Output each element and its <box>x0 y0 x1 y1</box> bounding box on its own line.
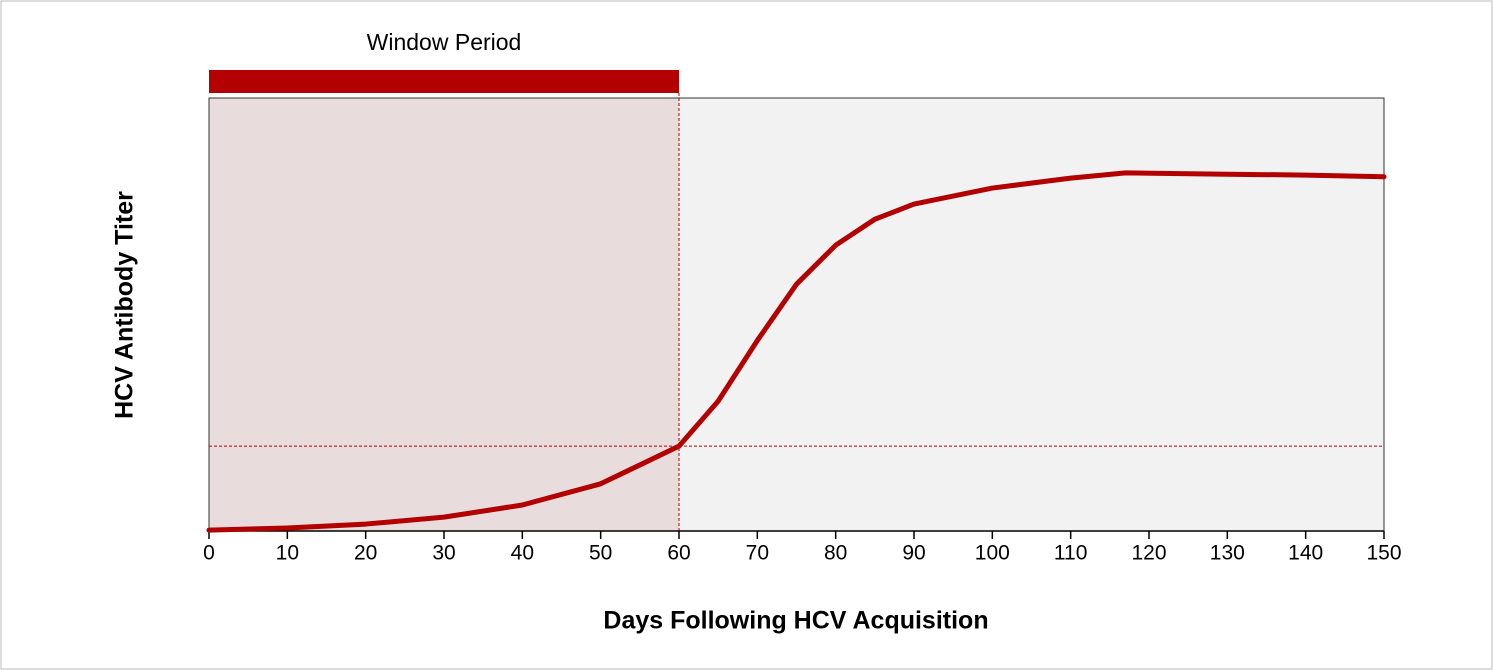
x-tick-label: 80 <box>824 542 847 565</box>
x-tick-label: 90 <box>902 542 925 565</box>
x-tick-label: 100 <box>975 542 1010 565</box>
x-tick-label: 10 <box>276 542 299 565</box>
x-tick-label: 30 <box>432 542 455 565</box>
plot: Window Period 0 10 20 30 40 50 60 70 80 90 100 110 12… <box>203 29 1401 564</box>
x-tick-label: 50 <box>589 542 612 565</box>
window-label: Window Period <box>367 29 522 55</box>
x-tick-label: 110 <box>1054 542 1087 565</box>
x-tick-label: 20 <box>354 542 377 565</box>
x-tick-label: 40 <box>511 542 534 565</box>
line-series <box>206 170 1387 533</box>
x-tick-label: 130 <box>1210 542 1245 565</box>
x-tick-label: 150 <box>1366 542 1401 565</box>
x-tick-label: 0 <box>203 542 215 565</box>
x-tick-label: 120 <box>1131 542 1166 565</box>
x-axis-label: Days Following HCV Acquisition <box>603 607 988 635</box>
x-tick-label: 60 <box>667 542 690 565</box>
y-axis-label: HCV Antibody Titer <box>111 191 139 419</box>
window-shade <box>209 98 679 531</box>
window-bar <box>209 70 679 93</box>
x-tick-label: 140 <box>1288 542 1323 565</box>
x-tick-label: 70 <box>746 542 769 565</box>
